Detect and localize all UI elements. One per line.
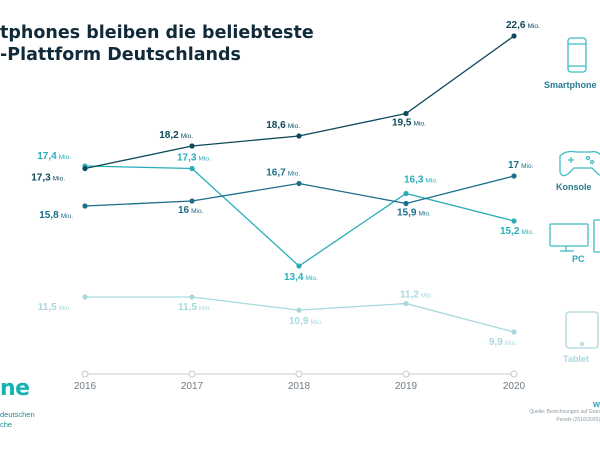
series-line-smartphone <box>84 35 515 170</box>
data-label-konsole-2019: 15,9 Mio. <box>397 208 431 219</box>
data-label-pc-2016: 17,4 Mio. <box>37 151 71 162</box>
x-axis-tick-2019 <box>402 370 410 378</box>
data-label-smartphone-2017: 18,2 Mio. <box>159 130 193 141</box>
gamepad-icon <box>559 150 600 177</box>
chart-title-line-2: -Plattform Deutschlands <box>0 45 241 65</box>
brand-web-link[interactable]: w <box>592 399 600 409</box>
data-point-konsole-2018 <box>296 180 302 187</box>
x-axis-tick-2020 <box>510 370 518 378</box>
data-label-konsole-2018: 16,7 Mio. <box>266 168 300 179</box>
data-point-pc-2019 <box>403 190 409 197</box>
x-tick-label-2016: 2016 <box>74 381 97 392</box>
data-label-smartphone-2019: 19,5 Mio. <box>392 118 426 129</box>
legend-label-konsole: Konsole <box>556 182 592 192</box>
brand-logo: ne <box>0 376 30 401</box>
tablet-icon <box>565 311 599 349</box>
data-label-konsole-2017: 16 Mio. <box>178 205 204 216</box>
data-label-smartphone-2018: 18,6 Mio. <box>266 120 300 131</box>
data-point-smartphone-2016 <box>82 165 88 172</box>
data-label-tablet-2020: 9,9 Mio. <box>489 337 517 348</box>
brand-tagline-line-1: deutschen <box>0 410 35 419</box>
data-label-pc-2019: 16,3 Mio. <box>404 175 438 186</box>
data-point-pc-2017 <box>189 165 195 172</box>
data-point-smartphone-2018 <box>296 133 302 139</box>
data-point-tablet-2016 <box>82 294 88 300</box>
data-label-pc-2018: 13,4 Mio. <box>284 272 318 283</box>
data-point-pc-2020 <box>511 218 517 224</box>
data-label-tablet-2018: 10,9 Mio. <box>289 316 323 327</box>
data-label-konsole-2016: 15,8 Mio. <box>39 210 73 221</box>
chart-title-line-1: tphones bleiben die beliebteste <box>0 23 314 43</box>
data-point-smartphone-2019 <box>403 110 409 117</box>
data-label-smartphone-2016: 17,3 Mio. <box>31 173 65 184</box>
data-point-konsole-2017 <box>189 198 195 204</box>
data-point-smartphone-2017 <box>189 143 195 149</box>
data-point-tablet-2018 <box>296 307 302 313</box>
chart-title: tphones bleiben die beliebteste -Plattfo… <box>0 22 420 66</box>
series-line-konsole <box>84 175 515 207</box>
x-tick-label-2020: 2020 <box>503 381 526 392</box>
legend-label-smartphone: Smartphone <box>544 80 597 90</box>
data-point-pc-2018 <box>296 263 302 269</box>
data-point-tablet-2019 <box>403 300 409 307</box>
data-point-konsole-2016 <box>82 203 88 209</box>
data-label-pc-2020: 15,2 Mio. <box>500 226 534 237</box>
data-point-smartphone-2020 <box>511 33 517 39</box>
x-axis-tick-2018 <box>295 370 303 378</box>
data-point-tablet-2020 <box>511 329 517 335</box>
data-label-smartphone-2020: 22,6 Mio. <box>506 20 540 31</box>
computer-icon <box>549 219 600 253</box>
x-tick-label-2018: 2018 <box>288 381 311 392</box>
data-label-tablet-2017: 11,5 Mio. <box>178 302 211 313</box>
brand-tagline-line-2: che <box>0 420 13 429</box>
legend-label-pc: PC <box>572 254 585 264</box>
data-point-konsole-2020 <box>511 173 517 179</box>
data-point-tablet-2017 <box>189 294 195 300</box>
data-label-pc-2017: 17,3 Mio. <box>177 153 211 164</box>
data-label-tablet-2019: 11,2 Mio. <box>400 290 433 301</box>
data-label-tablet-2016: 11,5 Mio. <box>38 302 71 313</box>
source-note-line-1: Quelle: Berechnungen auf Grun <box>529 409 600 415</box>
source-note-line-2: Panels (2016/2020) <box>556 417 600 423</box>
data-point-konsole-2019 <box>403 200 409 207</box>
legend-label-tablet: Tablet <box>563 354 589 364</box>
x-axis-tick-2016 <box>81 370 89 378</box>
x-tick-label-2017: 2017 <box>181 381 204 392</box>
x-axis-tick-2017 <box>188 370 196 378</box>
x-tick-label-2019: 2019 <box>395 381 418 392</box>
data-label-konsole-2020: 17 Mio. <box>508 160 534 171</box>
smartphone-icon <box>567 37 587 73</box>
